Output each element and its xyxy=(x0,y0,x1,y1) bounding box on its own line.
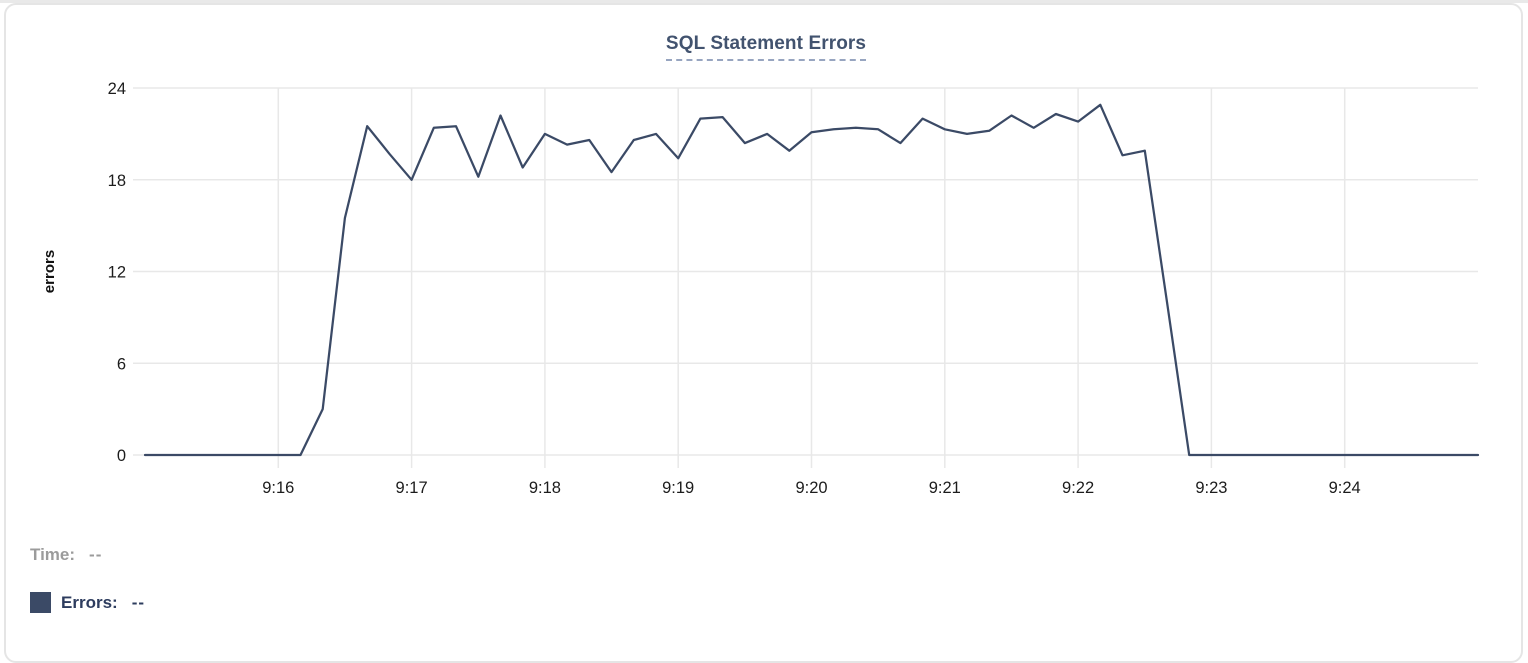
x-tick-label: 9:17 xyxy=(396,479,428,497)
axis-label-layer: 0 6 12 18 24 9:16 9:17 9:18 9:19 9:20 9:21 9:22 9:23… xyxy=(41,80,1361,497)
x-tick-label: 9:20 xyxy=(795,479,827,497)
chart-header: SQL Statement Errors xyxy=(6,33,1526,61)
line-layer xyxy=(143,103,1480,457)
x-tick-label: 9:23 xyxy=(1195,479,1227,497)
legend-time-row: Time: -- xyxy=(30,545,102,565)
legend-time-value: -- xyxy=(89,545,103,564)
chart-title[interactable]: SQL Statement Errors xyxy=(665,33,867,61)
y-axis-title: errors xyxy=(41,250,58,293)
chart-panel: SQL Statement Errors 0 6 12 18 24 9:16 9:17 9:1… xyxy=(4,3,1523,663)
errors-series-line[interactable] xyxy=(143,103,1480,457)
errors-chart: 0 6 12 18 24 9:16 9:17 9:18 9:19 9:20 9:21 9:22 9:23… xyxy=(41,80,1480,497)
x-tick-label: 9:24 xyxy=(1329,479,1361,497)
x-tick-label: 9:19 xyxy=(662,479,694,497)
window-top-edge xyxy=(0,0,1528,3)
errors-series-swatch xyxy=(30,592,51,613)
y-tick-label: 6 xyxy=(117,355,126,373)
y-tick-label: 24 xyxy=(108,80,126,98)
grid-layer xyxy=(133,87,1478,468)
x-tick-label: 9:22 xyxy=(1062,479,1094,497)
y-tick-label: 18 xyxy=(108,172,126,190)
x-tick-label: 9:18 xyxy=(529,479,561,497)
legend-errors-row[interactable]: Errors: -- xyxy=(30,592,145,613)
y-tick-label: 0 xyxy=(117,447,126,465)
legend-errors-label: Errors: xyxy=(61,592,118,612)
y-tick-label: 12 xyxy=(108,264,126,282)
x-tick-label: 9:21 xyxy=(929,479,961,497)
legend-time-label: Time: xyxy=(30,545,76,564)
legend-errors-value: -- xyxy=(131,592,146,612)
x-tick-label: 9:16 xyxy=(262,479,294,497)
